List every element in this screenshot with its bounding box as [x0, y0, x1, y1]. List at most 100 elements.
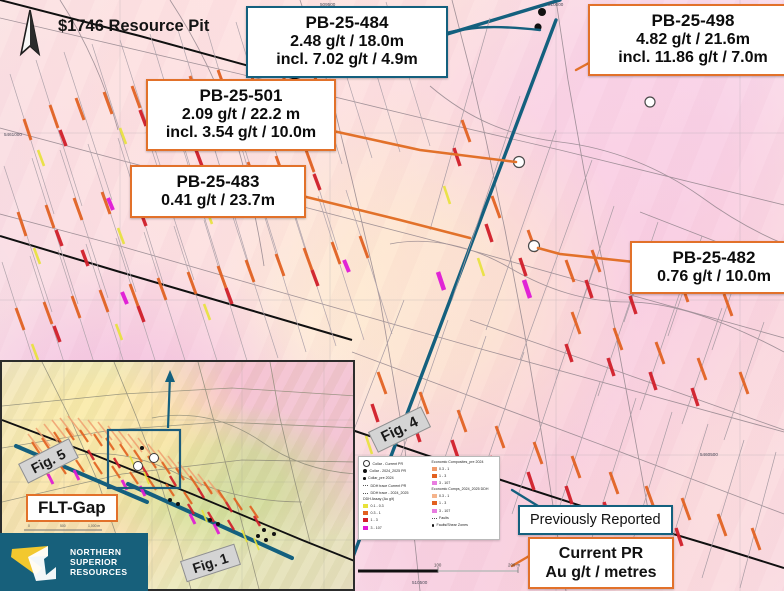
legend-label: 0.3 - 1	[370, 511, 381, 516]
callout-pb-25-484[interactable]: PB-25-484 2.48 g/t / 18.0m incl. 7.02 g/…	[246, 6, 448, 78]
callout-pb-25-482[interactable]: PB-25-482 0.76 g/t / 10.0m	[630, 241, 784, 295]
callout-pb-25-483[interactable]: PB-25-483 0.41 g/t / 23.7m	[130, 165, 306, 219]
legend-item: Collar_pre 2024	[363, 475, 428, 482]
callout-pb-25-501[interactable]: PB-25-501 2.09 g/t / 22.2 m incl. 3.54 g…	[146, 79, 336, 151]
key-current-pr[interactable]: Current PR Au g/t / metres	[528, 537, 674, 590]
legend-item: 0.3 - 1	[431, 465, 497, 472]
legend-item: Faults	[431, 514, 497, 521]
key-current-pr-line1: Current PR	[558, 545, 644, 562]
assay-swatch	[363, 525, 368, 530]
callout-grade-line1: 2.09 g/t / 22.2 m	[181, 105, 301, 123]
comp-swatch	[431, 481, 437, 486]
collar-small-dot-icon	[363, 477, 366, 480]
callout-pb-25-498[interactable]: PB-25-498 4.82 g/t / 21.6m incl. 11.86 g…	[588, 4, 784, 76]
assay-swatch	[363, 511, 368, 516]
key-previously-reported[interactable]: Previously Reported	[518, 505, 673, 535]
legend-label: DDH trace - 2024_2025	[370, 491, 409, 496]
grid-label-easting-2: 510000	[548, 2, 564, 7]
legend-column-symbols: Collar - Current PR Collar - 2024_2025 P…	[363, 460, 428, 532]
callout-leader-lines	[284, 25, 636, 568]
logo-line3: RESOURCES	[70, 567, 128, 577]
legend-label: 1 - 3	[370, 518, 378, 523]
legend-label: 0.3 - 1	[439, 493, 450, 498]
collar-open-circle-icon	[363, 460, 370, 468]
comp-swatch	[431, 501, 437, 506]
inset-extent-box	[106, 428, 182, 490]
legend-comp-pre-header: Economic Composites_pre 2024	[431, 460, 484, 464]
key-current-pr-line2: Au g/t / metres	[545, 564, 657, 582]
comp-swatch	[431, 508, 437, 513]
legend-item: Collar - Current PR	[363, 460, 428, 468]
grid-label-northing-1: 5461000	[4, 132, 22, 137]
trace-line-icon	[363, 485, 368, 487]
collar-dot-icon	[363, 469, 367, 474]
legend-comp-new-header: Economic Comps_2024_2025 DDH	[431, 487, 489, 492]
grid-label-easting-1: 509500	[320, 2, 336, 7]
assay-swatch	[363, 503, 368, 508]
legend-item: 1 - 3	[431, 472, 497, 479]
legend-item: 1 - 3	[431, 500, 497, 507]
legend-label: Collar - Current PR	[372, 461, 404, 466]
legend-label: 3 - 107	[439, 508, 451, 513]
legend-item: 3 - 107	[431, 480, 497, 487]
callout-hole-id: PB-25-498	[651, 11, 735, 30]
legend-item: 1 - 3	[363, 517, 428, 524]
legend-item: Collar - 2024_2025 PR	[363, 467, 428, 474]
legend-label: 0.1 - 0.3	[370, 503, 384, 508]
trace-line-icon	[363, 492, 368, 494]
legend-item: Faults/Shear Zones	[431, 522, 497, 529]
legend-label: Collar - 2024_2025 PR	[369, 469, 407, 474]
legend-label: 3 - 107	[439, 481, 451, 486]
callout-hole-id: PB-25-482	[672, 248, 756, 267]
legend-assay-header: DDH Assay (Au g/t)	[363, 496, 395, 501]
svg-text:1,000 m: 1,000 m	[88, 524, 100, 528]
fault-line-icon	[431, 517, 437, 519]
callout-grade-line2: incl. 3.54 g/t / 10.0m	[165, 124, 317, 142]
legend-label: 1 - 3	[439, 501, 447, 506]
legend-column-composites: Economic Composites_pre 2024 0.3 - 1 1 -…	[431, 460, 497, 532]
scale-tick-mid: 100	[434, 563, 442, 568]
legend-label: Collar_pre 2024	[368, 476, 394, 481]
scale-tick-end: 200 m	[508, 563, 521, 568]
map-legend: Collar - Current PR Collar - 2024_2025 P…	[358, 456, 500, 540]
callout-hole-id: PB-25-501	[199, 86, 283, 105]
legend-label: Faults/Shear Zones	[436, 523, 468, 528]
comp-swatch	[431, 474, 437, 479]
callout-hole-id: PB-25-484	[305, 13, 389, 32]
legend-label: 0.3 - 1	[439, 466, 450, 471]
legend-item: 3 - 107	[363, 524, 428, 531]
svg-text:500: 500	[60, 524, 66, 528]
legend-item: DDH trace Current PR	[363, 482, 428, 489]
comp-swatch	[431, 466, 437, 471]
logo-line1: NORTHERN	[70, 546, 122, 557]
logo-line2: SUPERIOR	[70, 556, 118, 567]
shear-zone-dot-icon	[431, 524, 434, 527]
legend-item: DDH trace - 2024_2025	[363, 490, 428, 497]
scale-bar: 100 200 m	[358, 563, 521, 576]
legend-label: 3 - 107	[370, 525, 382, 530]
callout-grade-line1: 2.48 g/t / 18.0m	[290, 32, 404, 50]
callout-grade-line1: 4.82 g/t / 21.6m	[636, 30, 750, 48]
callout-grade-line1: 0.41 g/t / 23.7m	[161, 191, 275, 209]
logo-text: NORTHERN SUPERIOR RESOURCES	[70, 547, 127, 577]
callout-grade-line2: incl. 11.86 g/t / 7.0m	[618, 49, 768, 67]
legend-label: DDH trace Current PR	[370, 483, 407, 488]
legend-item: 0.3 - 1	[363, 509, 428, 516]
legend-item: 0.3 - 1	[431, 492, 497, 499]
key-previously-reported-label: Previously Reported	[530, 512, 661, 528]
legend-item: 3 - 107	[431, 507, 497, 514]
company-logo: NORTHERN SUPERIOR RESOURCES	[0, 533, 148, 591]
assay-swatch	[363, 518, 368, 523]
resource-pit-label: $1746 Resource Pit	[58, 17, 210, 35]
flt-gap-label: FLT-Gap	[26, 494, 118, 522]
callout-grade-line2: incl. 7.02 g/t / 4.9m	[276, 51, 418, 69]
grid-label-easting-3: 510500	[412, 580, 428, 585]
legend-item: 0.1 - 0.3	[363, 502, 428, 509]
north-arrow-icon	[19, 9, 41, 57]
northern-superior-mark-icon	[11, 546, 56, 581]
collar-markers	[512, 8, 656, 253]
